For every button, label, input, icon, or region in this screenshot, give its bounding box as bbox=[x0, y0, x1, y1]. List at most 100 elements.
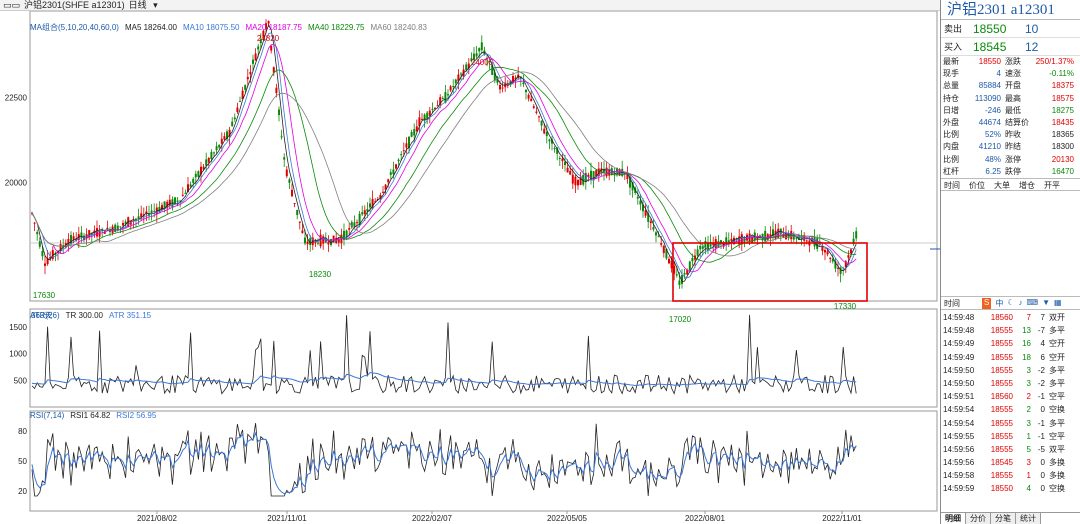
candle-body bbox=[421, 118, 423, 120]
candle-body bbox=[657, 236, 660, 238]
panel-title: 沪铝2301 a12301 bbox=[941, 0, 1080, 20]
candle-body bbox=[434, 108, 436, 110]
candle-body bbox=[283, 157, 286, 160]
panel-tab[interactable]: 分笔 bbox=[991, 513, 1016, 524]
ma-legend-item: MA20 18187.75 bbox=[245, 23, 302, 32]
candle-body bbox=[233, 117, 236, 120]
panel-tab[interactable]: 分价 bbox=[966, 513, 991, 524]
candle-body bbox=[387, 179, 390, 183]
candle-body bbox=[176, 200, 179, 202]
panel-tab[interactable]: 明细 bbox=[941, 513, 966, 524]
candle-body bbox=[327, 241, 330, 245]
toolbar-icons[interactable]: S 中 ☾ ♪ ⌨ ▼ ▦ bbox=[982, 297, 1062, 309]
candle-body bbox=[665, 249, 668, 259]
candle-body bbox=[189, 184, 192, 187]
candle-body bbox=[246, 76, 249, 80]
candle-body bbox=[649, 221, 652, 224]
atr-legend-item: ATR 351.15 bbox=[109, 311, 152, 320]
tick-list-header: 时间 S 中 ☾ ♪ ⌨ ▼ ▦ bbox=[941, 296, 1080, 310]
tick-row: 14:59:59 18550 4 0 空换 bbox=[943, 484, 1065, 494]
chart-area[interactable]: 22500 20000 1500 1000 500 80 50 20 2021/08/02 202… bbox=[0, 11, 940, 524]
moon-icon: ☾ bbox=[1007, 297, 1015, 307]
candle-body bbox=[668, 258, 670, 264]
candle-body bbox=[514, 77, 517, 80]
candle-body bbox=[36, 232, 39, 235]
shirt-icon: ▼ bbox=[1042, 297, 1050, 307]
rsi-legend-item: RSI1 64.82 bbox=[70, 411, 111, 420]
quote-panel: 沪铝2301 a12301 卖出 18550 10 买入 18545 12 最新 1855… bbox=[940, 0, 1080, 524]
candle-body bbox=[688, 261, 691, 271]
candle-body bbox=[218, 144, 221, 148]
date-tick: 2022/05/05 bbox=[547, 514, 588, 523]
candle-body bbox=[590, 170, 592, 180]
candle-body bbox=[543, 128, 546, 134]
date-tick: 2021/11/01 bbox=[267, 514, 307, 523]
rsi-legend: RSI(7,14) RSI1 64.82 RSI2 56.95 bbox=[30, 411, 162, 421]
candle-body bbox=[275, 87, 278, 94]
candle-body bbox=[41, 251, 44, 257]
candle-body bbox=[324, 239, 327, 243]
candle-body bbox=[592, 171, 595, 181]
rsi-tick: 20 bbox=[18, 487, 27, 496]
candle-body bbox=[124, 221, 127, 225]
candle-body bbox=[77, 234, 80, 240]
tick-list: 14:59:48 18560 7 7 双开 14:59:48 18555 13 -7 多平 14:5… bbox=[941, 311, 1080, 496]
candle-body bbox=[644, 210, 647, 216]
candle-body bbox=[150, 210, 153, 214]
candle-body bbox=[197, 171, 200, 177]
candle-body bbox=[369, 203, 371, 208]
atr-tick: 1500 bbox=[9, 323, 27, 332]
candle-body bbox=[114, 224, 117, 233]
candle-body bbox=[257, 46, 260, 50]
candle-body bbox=[675, 274, 678, 276]
candle-body bbox=[358, 213, 361, 225]
tick-row: 14:59:58 18555 1 0 多换 bbox=[943, 471, 1065, 481]
candle-body bbox=[681, 275, 683, 284]
candle-body bbox=[291, 189, 293, 197]
candle-body bbox=[353, 222, 356, 227]
candle-body bbox=[423, 114, 426, 121]
quote-row: 内盘 41210 昨结 18300 bbox=[943, 142, 1074, 152]
price-tick: 22500 bbox=[5, 93, 28, 102]
rsi-legend-item: RSI(7,14) bbox=[30, 411, 65, 420]
tick-header-cell: 开平 bbox=[1044, 180, 1060, 190]
candle-body bbox=[252, 59, 254, 64]
rsi-tick: 80 bbox=[18, 427, 27, 436]
candle-body bbox=[691, 257, 694, 262]
candle-body bbox=[181, 194, 184, 196]
candle-body bbox=[83, 235, 85, 240]
candle-body bbox=[426, 112, 429, 119]
candle-body bbox=[402, 150, 405, 152]
candle-body bbox=[231, 121, 234, 127]
panel-tabs[interactable]: 明细 分价 分笔 统计 bbox=[941, 512, 1080, 524]
candle-body bbox=[361, 212, 364, 215]
tick-row: 14:59:56 18555 5 -5 双平 bbox=[943, 444, 1065, 454]
candle-body bbox=[44, 263, 46, 266]
candle-body bbox=[296, 209, 299, 216]
candle-body bbox=[304, 237, 306, 244]
candle-body bbox=[556, 148, 559, 154]
candle-body bbox=[33, 222, 36, 224]
grid-icon: ▦ bbox=[1053, 297, 1062, 307]
candle-body bbox=[194, 173, 197, 178]
candle-body bbox=[371, 198, 374, 209]
candle-body bbox=[348, 228, 351, 230]
period-selector[interactable]: 日线 ▾ bbox=[128, 0, 158, 10]
kline-chart[interactable]: 22500 20000 1500 1000 500 80 50 20 2021/08/02 202… bbox=[0, 11, 940, 524]
candle-body bbox=[179, 200, 182, 202]
candle-body bbox=[460, 73, 462, 75]
instrument-title: 沪铝2301(SHFE a12301) bbox=[24, 0, 125, 10]
candle-body bbox=[270, 45, 273, 51]
candle-body bbox=[686, 269, 689, 275]
candle-body bbox=[540, 120, 543, 126]
candle-body bbox=[725, 237, 728, 245]
candle-body bbox=[317, 242, 319, 244]
candle-body bbox=[278, 109, 280, 116]
candle-body bbox=[821, 246, 824, 251]
candle-body bbox=[569, 170, 572, 175]
candle-body bbox=[493, 72, 496, 81]
candle-body bbox=[220, 138, 223, 144]
candle-body bbox=[140, 213, 143, 218]
candle-body bbox=[574, 176, 577, 186]
panel-tab[interactable]: 统计 bbox=[1016, 513, 1041, 524]
